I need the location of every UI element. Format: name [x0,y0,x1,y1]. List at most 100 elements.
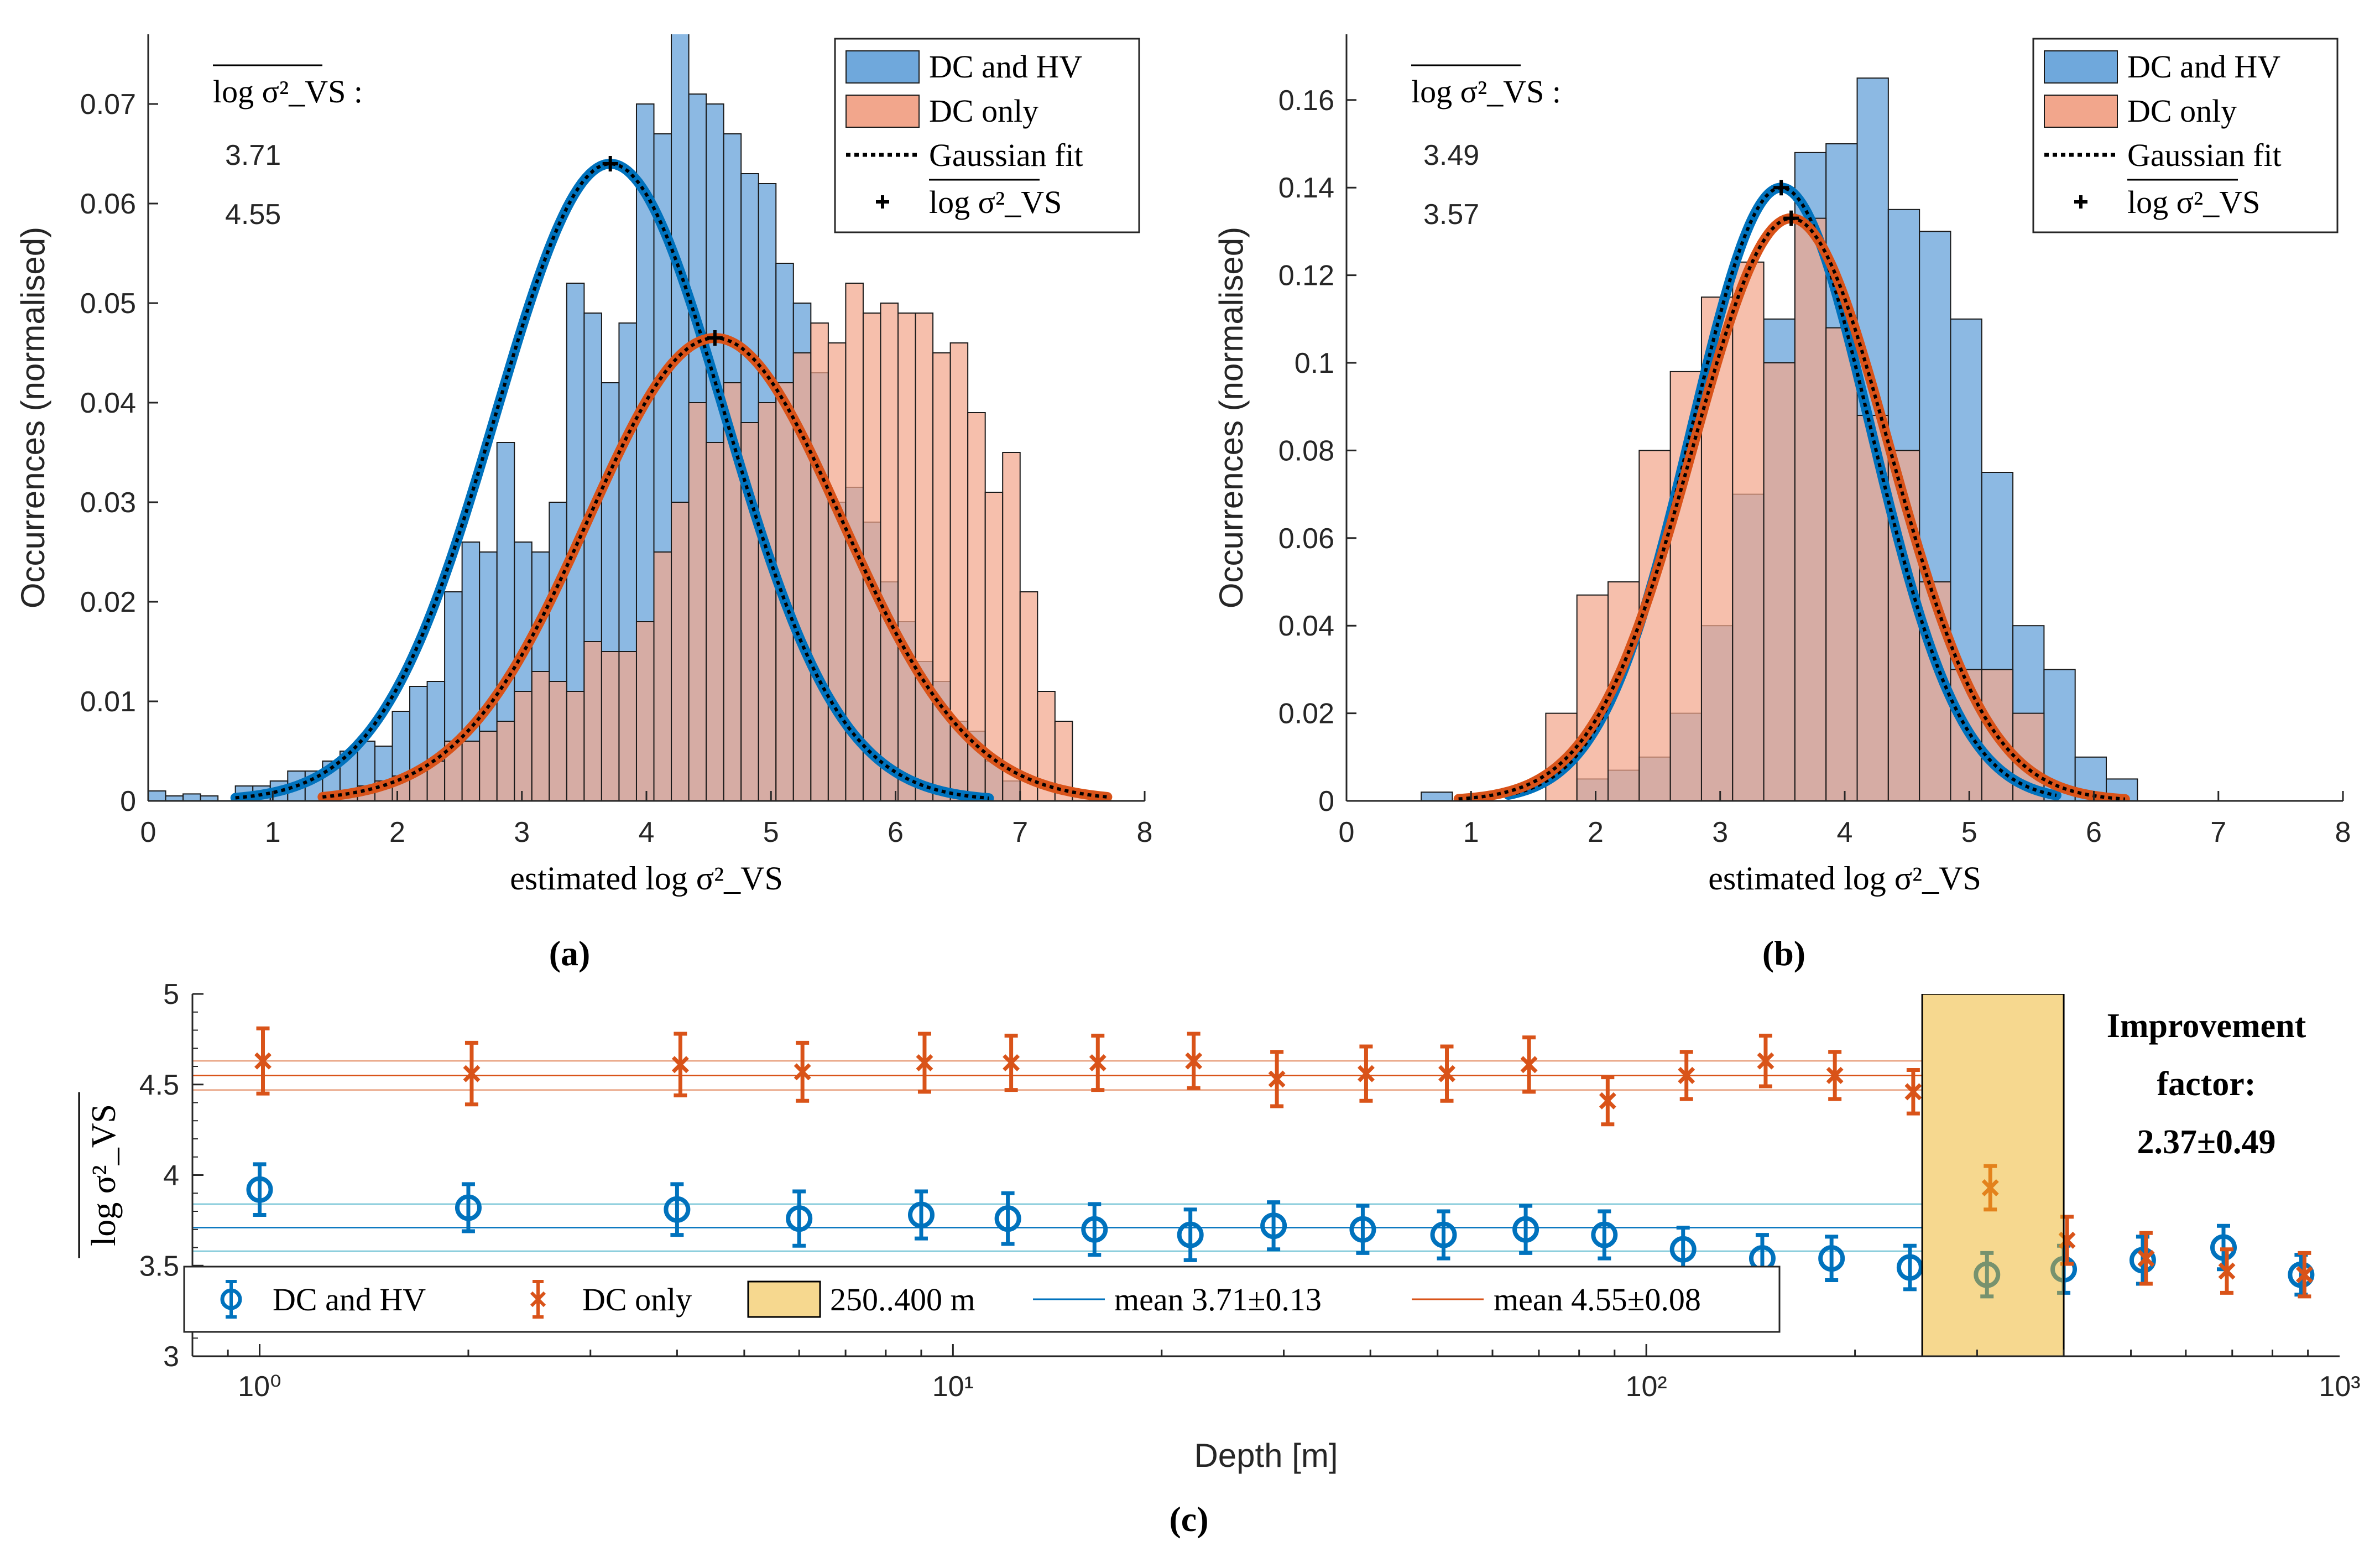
data-point-circle [1349,1216,1376,1243]
histogram-bar [1794,217,1827,801]
error-bar [253,1162,267,1217]
error-bar [461,1182,475,1233]
data-point-circle [1669,1236,1697,1263]
data-point-circle [1896,1254,1923,1281]
x-tick-label: 5 [1961,816,1977,848]
series-dc-only-points [254,1026,2313,1299]
improvement-annotation-line3: 2.37±0.49 [2137,1123,2275,1161]
plot-area [148,34,1113,801]
x-tick-label: 0 [140,816,156,848]
legend-label: 250..400 m [830,1282,975,1318]
histogram-bar [549,681,567,801]
y-tick-label: 3.5 [139,1250,179,1282]
error-bar [1356,1204,1370,1255]
y-tick-label: 0.06 [80,188,136,220]
x-axis-label: estimated log σ²_VS [1708,860,1981,897]
x-tick-label: 1 [1463,816,1479,848]
y-tick-label: 0.04 [80,387,136,419]
histogram-bar [1576,594,1609,801]
histogram-bar [880,303,899,801]
x-axis-label: estimated log σ²_VS [510,860,783,897]
y-tick-label: 0.05 [80,288,136,320]
histogram-bar [810,322,829,801]
legend-swatch-x [530,1291,546,1308]
data-point-x [1438,1065,1455,1082]
data-point-x [463,1065,481,1082]
x-tick-label: 2 [1588,816,1604,848]
x-tick-label: 7 [1012,816,1028,848]
x-tick-label: 5 [763,816,779,848]
error-bar [670,1182,684,1237]
improvement-annotation-line1: Improvement [2107,1007,2306,1045]
histogram-bar [514,691,533,801]
data-point-circle [994,1205,1021,1232]
data-point-x [1268,1070,1286,1088]
legend-label: DC only [582,1282,692,1318]
data-point-circle [1818,1245,1845,1272]
legend-swatch-errorbar [226,1280,237,1319]
improvement-annotation-line2: factor: [2157,1065,2256,1103]
y-tick-label: 0.01 [80,686,136,718]
error-bar [1676,1225,1690,1273]
legend-swatch-mean [876,195,889,209]
data-point-circle [907,1201,935,1228]
y-tick-label: 0 [1318,785,1334,817]
legend-swatch-circle [220,1288,242,1310]
x-tick-label: 1 [265,816,281,848]
legend: DC and HV DC only Gaussian fit log σ²_VS [2032,38,2339,233]
histogram-panel-a: 0 1 2 3 4 5 6 7 8 0 0.01 0.02 0.03 0.04 0.05 0.06 0.07 Oc… [14,34,1152,973]
stat-header: log σ²_VS : [213,74,363,110]
legend-label: DC and HV [2127,49,2280,85]
plot-area [1421,77,2138,801]
data-point-circle [664,1196,691,1223]
histogram-bar [566,691,585,801]
data-point-x [1757,1052,1774,1070]
data-point-x [1185,1052,1203,1070]
legend-swatch-dc-and-hv [845,50,920,84]
y-tick-label: 0.14 [1278,172,1334,204]
histogram-bar [1825,327,1858,801]
y-tick-label: 0.1 [1295,347,1334,379]
y-tick-label: 0.03 [80,487,136,519]
error-bar [1825,1235,1839,1282]
y-tick-label: 5 [163,978,179,1011]
y-tick-label: 4.5 [139,1069,179,1101]
data-point-x [1003,1054,1020,1071]
x-tick-label: 8 [2335,816,2351,848]
histogram-bar [200,795,219,801]
data-point-x [1357,1065,1375,1082]
y-tick-label: 0.06 [1278,523,1334,555]
x-tick-label: 4 [1837,816,1853,848]
histogram-bar [531,671,550,801]
histogram-bar [758,402,777,801]
panel-label: (c) [1169,1499,1208,1539]
x-tick-label: 6 [2086,816,2102,848]
y-tick-label: 0.02 [1278,698,1334,730]
data-point-circle [2129,1247,2156,1274]
error-bar [914,1189,928,1241]
histogram-bar [148,790,166,801]
data-point-circle [1591,1221,1618,1248]
data-point-circle [1177,1221,1204,1248]
histogram-bar [827,342,847,801]
data-point-circle [786,1205,813,1232]
legend-swatch-dc-and-hv [2044,50,2118,84]
y-tick-label: 0.04 [1278,610,1334,642]
y-tick-label: 0.08 [1278,435,1334,467]
histogram-bar [671,502,690,801]
error-bar [1598,1209,1611,1261]
x-tick-label: 6 [888,816,904,848]
histogram-bar [897,313,916,801]
legend-label: DC only [929,93,1038,129]
histogram-bar [479,731,498,801]
histogram-bar [635,621,655,801]
histogram-bar [688,402,707,801]
histogram-bar [706,442,724,801]
y-tick-label: 0.16 [1278,85,1334,117]
histogram-bar [583,641,602,801]
histogram-bar [915,313,934,801]
data-point-circle [2288,1261,2315,1288]
data-point-circle [1430,1221,1457,1248]
x-tick-label: 3 [1712,816,1728,848]
stat-value-blue: 3.49 [1423,139,1479,171]
